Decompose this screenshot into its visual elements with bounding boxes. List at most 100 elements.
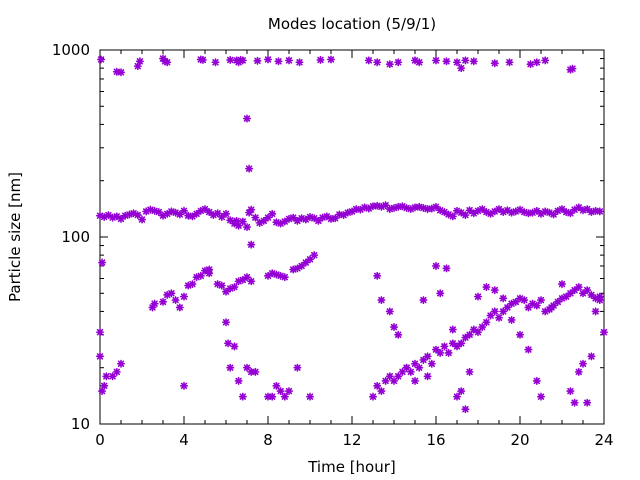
data-point [595,207,604,216]
data-point [245,164,254,173]
data-point [478,323,487,332]
data-point [180,381,188,390]
data-point [377,296,386,305]
x-tick-label: 4 [179,431,189,449]
data-point [117,359,125,368]
data-point [230,283,239,292]
data-point [482,318,491,327]
data-point [402,363,411,372]
data-point [536,392,546,401]
data-point [520,296,529,305]
data-point [389,323,399,332]
data-point [570,286,579,295]
data-point [305,255,315,264]
data-point [226,363,235,372]
data-point [102,372,111,381]
data-point [385,60,394,69]
data-point [578,359,588,368]
data-point [243,114,251,123]
data-point [499,307,508,316]
data-point [587,290,596,299]
data-point [457,387,466,396]
data-point [574,283,583,292]
data-point [394,202,403,211]
data-point [415,58,424,67]
data-point [490,207,499,216]
data-point [100,381,109,390]
data-point [135,57,144,66]
data-point [373,58,382,67]
data-point [247,277,256,286]
data-point [171,296,180,305]
data-point [436,289,445,298]
data-point [442,264,451,273]
data-point [159,211,167,220]
data-points [96,54,609,414]
data-point [526,60,535,69]
data-point [205,265,214,274]
data-point [117,68,125,77]
data-point [112,367,121,376]
data-point [423,372,432,381]
data-point [310,251,319,260]
data-point [211,58,220,67]
data-point [97,55,106,64]
data-point [373,381,382,390]
plot-frame [99,49,605,425]
data-point [272,381,281,390]
data-point [150,299,159,308]
data-point [536,296,546,305]
data-point [494,205,504,214]
data-point [547,303,556,312]
data-point [570,205,579,214]
data-point [541,56,550,65]
data-point [284,387,294,396]
data-point [247,240,256,249]
y-axis-label: Particle size [nm] [6,172,24,302]
data-point [167,289,176,298]
data-point [96,352,104,361]
data-point [599,328,609,337]
data-point [398,367,407,376]
data-point [568,64,577,73]
axis-ticks: 0 4 8 12 16 20 24 10 100 1000 [52,41,614,449]
data-point [96,328,104,337]
data-point [276,387,285,396]
data-point [473,328,483,337]
data-point [419,355,428,364]
data-point [263,55,273,64]
x-tick-label: 8 [263,431,273,449]
data-point [490,59,499,68]
x-tick-label: 0 [95,431,105,449]
data-point [457,64,466,73]
data-point [465,367,474,376]
data-point [394,330,403,339]
data-point [557,280,567,289]
data-point [253,56,262,65]
data-point [440,342,449,351]
data-point [381,201,390,210]
data-point [284,56,294,65]
data-point [326,55,336,64]
data-point [419,296,428,305]
data-point [234,221,243,230]
data-point [196,271,205,280]
data-point [238,392,247,401]
data-point [461,211,470,220]
data-point [222,209,230,218]
data-point [226,55,235,64]
x-tick-label: 24 [594,431,613,449]
data-point [452,392,462,401]
data-point [295,58,304,67]
data-point [490,286,499,295]
data-point [188,280,197,289]
data-point [473,292,483,301]
data-point [427,359,436,368]
data-point [591,307,600,316]
data-point [171,208,180,217]
data-point [180,206,188,215]
data-point [108,372,117,381]
data-point [431,261,441,270]
data-point [385,307,394,316]
